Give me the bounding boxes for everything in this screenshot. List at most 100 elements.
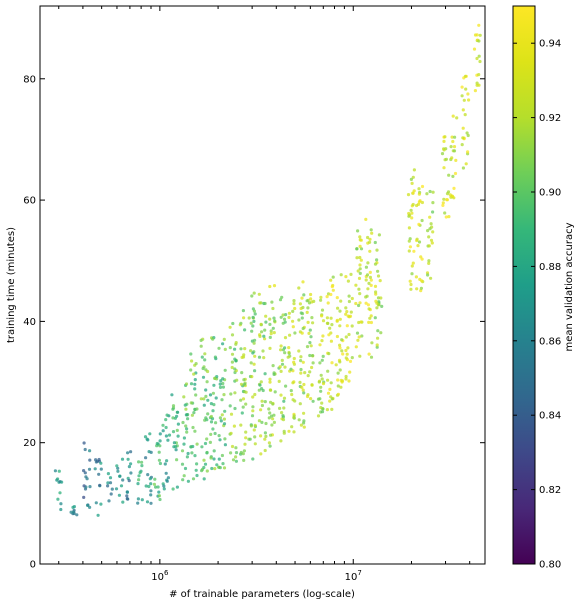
data-point [291,319,295,323]
data-point [376,269,380,273]
data-point [283,351,287,355]
data-point [293,331,297,335]
data-point [321,319,326,323]
data-point [190,413,194,417]
data-point [121,478,125,482]
data-point [220,413,224,417]
data-point [219,379,223,383]
data-point [155,441,159,446]
y-tick-label: 20 [23,438,36,449]
data-point [443,211,447,215]
data-point [209,420,214,424]
data-point [452,145,457,149]
data-point [176,410,180,414]
data-point [346,279,350,283]
data-point [420,200,424,205]
data-point [138,471,142,475]
data-point [325,316,329,320]
data-point [251,324,255,328]
data-point [373,316,377,320]
data-point [279,344,283,348]
data-point [463,113,467,117]
data-point [108,476,113,480]
data-point [157,458,161,462]
data-point [199,397,203,401]
data-point [316,414,321,418]
data-point [478,59,482,64]
data-point [229,392,233,396]
data-point [250,294,254,298]
data-point [305,345,310,349]
data-point [376,274,381,278]
data-point [271,306,275,311]
data-point [279,393,283,397]
data-point [251,457,255,461]
data-point [308,370,312,374]
data-point [147,484,151,489]
data-point [267,416,271,420]
data-point [309,297,313,301]
data-point [344,356,348,360]
data-point [279,439,283,443]
data-point [106,472,110,476]
data-point [452,149,457,153]
data-point [326,301,330,305]
data-point [308,341,312,345]
data-point [357,303,361,308]
data-point [408,213,412,217]
data-point [175,428,179,432]
data-point [305,299,309,303]
data-point [249,349,253,353]
data-point [269,329,273,333]
data-point [272,331,276,335]
data-point [241,309,245,313]
data-point [230,352,235,356]
colorbar-label: mean validation accuracy [564,222,575,351]
data-point [335,334,339,339]
data-point [366,287,370,291]
data-point [367,281,371,285]
data-point [184,382,189,386]
data-point [329,331,333,335]
data-point [358,244,362,248]
data-point [380,304,384,308]
data-point [279,369,283,373]
data-point [419,286,423,290]
data-point [253,369,257,373]
data-point [268,322,272,326]
data-point [298,380,302,384]
data-point [167,433,172,437]
data-point [308,353,312,358]
data-point [209,402,213,406]
data-point [222,417,226,421]
data-point [268,377,272,381]
data-point [233,347,237,351]
data-point [427,244,431,248]
data-point [442,197,446,201]
data-point [336,306,340,310]
data-point [214,396,218,400]
data-point [120,457,125,461]
data-point [253,312,257,316]
data-point [268,388,272,392]
data-point [206,412,210,416]
data-point [203,441,208,446]
data-point [461,166,465,170]
data-point [234,341,238,345]
data-point [291,309,295,313]
data-point [330,397,334,401]
data-point [336,392,340,396]
data-point [379,331,383,335]
data-point [375,301,379,305]
data-point [282,317,287,321]
data-point [297,418,301,422]
data-point [330,361,334,365]
data-point [410,216,414,220]
data-point [355,331,360,335]
data-point [358,255,362,260]
data-point [410,272,414,276]
data-point [268,346,272,350]
data-point [129,462,133,466]
data-point [273,319,277,323]
data-point [232,424,236,428]
